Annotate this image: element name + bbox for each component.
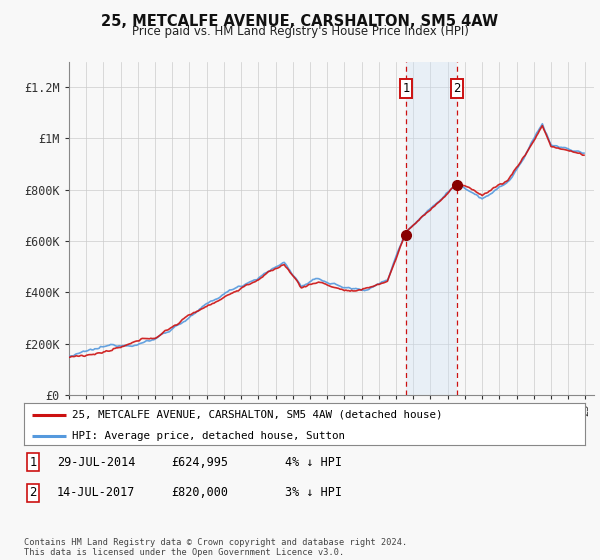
Text: Price paid vs. HM Land Registry's House Price Index (HPI): Price paid vs. HM Land Registry's House …	[131, 25, 469, 38]
Text: 29-JUL-2014: 29-JUL-2014	[57, 455, 136, 469]
Text: 14-JUL-2017: 14-JUL-2017	[57, 486, 136, 500]
Text: 4% ↓ HPI: 4% ↓ HPI	[285, 455, 342, 469]
Text: 2: 2	[29, 486, 37, 500]
Text: 25, METCALFE AVENUE, CARSHALTON, SM5 4AW (detached house): 25, METCALFE AVENUE, CARSHALTON, SM5 4AW…	[71, 410, 442, 420]
Text: 1: 1	[29, 455, 37, 469]
Text: HPI: Average price, detached house, Sutton: HPI: Average price, detached house, Sutt…	[71, 431, 344, 441]
Text: 2: 2	[453, 82, 461, 95]
Text: 1: 1	[402, 82, 410, 95]
Text: 25, METCALFE AVENUE, CARSHALTON, SM5 4AW: 25, METCALFE AVENUE, CARSHALTON, SM5 4AW	[101, 14, 499, 29]
Bar	[406, 62, 457, 395]
Text: £820,000: £820,000	[171, 486, 228, 500]
Text: 3% ↓ HPI: 3% ↓ HPI	[285, 486, 342, 500]
Text: Contains HM Land Registry data © Crown copyright and database right 2024.
This d: Contains HM Land Registry data © Crown c…	[24, 538, 407, 557]
Text: £624,995: £624,995	[171, 455, 228, 469]
